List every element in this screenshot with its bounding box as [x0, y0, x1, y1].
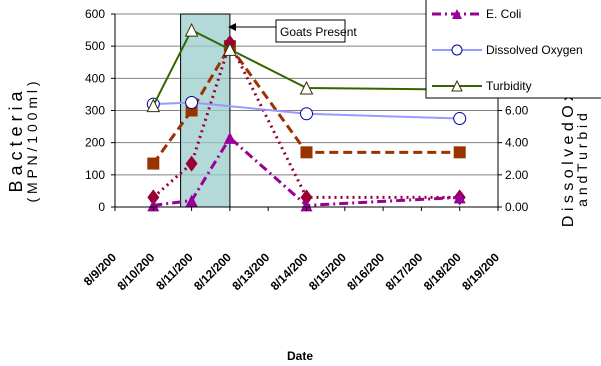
legend-entry: Dissolved Oxygen	[432, 43, 583, 57]
y-left-tick-label: 100	[85, 168, 105, 182]
x-tick-label: 8/11/200	[153, 250, 196, 293]
data-point-triangle-open	[299, 80, 314, 95]
data-point-triangle	[223, 131, 236, 144]
data-point-triangle-open	[451, 79, 463, 92]
data-point-square	[453, 146, 466, 159]
x-tick-label: 8/9/200	[81, 250, 119, 288]
y-axis-left-title: B a c t e r i a ( M P N / 1 0 0 m l )	[6, 81, 40, 202]
legend: E. Coli Dissolved Oxygen Turbidity	[425, 0, 601, 99]
data-point-circle	[453, 112, 467, 126]
y-axis-left-title-line2: ( M P N / 1 0 0 m l )	[24, 81, 40, 202]
y-left-tick-label: 0	[98, 200, 105, 214]
data-point-triangle	[185, 194, 198, 207]
y-right-tick-label: 6.00	[505, 104, 529, 118]
y-axis-left-title-line1: B a c t e r i a	[6, 90, 26, 192]
legend-entry: Turbidity	[432, 79, 532, 93]
annotation: Goats Present	[228, 19, 357, 43]
y-right-tick-label: 4.00	[505, 136, 529, 150]
y-axis-right-title-line1: D i s s o l v e d O x	[560, 93, 577, 227]
data-point-triangle-open	[146, 98, 161, 113]
x-tick-label: 8/16/200	[344, 250, 387, 293]
right-tick-labels: 0.00 2.00 4.00 6.00	[498, 104, 529, 214]
legend-label: E. Coli	[486, 7, 521, 21]
y-left-tick-label: 200	[85, 136, 105, 150]
y-right-tick-label: 2.00	[505, 168, 529, 182]
x-tick-label: 8/15/200	[306, 250, 349, 293]
y-right-tick-label: 0.00	[505, 200, 529, 214]
data-point-triangle	[147, 199, 160, 212]
annotation-label: Goats Present	[280, 25, 357, 39]
data-point-circle	[300, 107, 313, 121]
y-left-tick-label: 500	[85, 39, 105, 53]
data-point-triangle-open	[223, 42, 237, 56]
y-left-tick-label: 300	[85, 104, 105, 118]
data-point-square	[147, 157, 160, 170]
data-point-triangle	[300, 199, 313, 212]
x-tick-label: 8/12/200	[191, 250, 234, 293]
x-tick-label: 8/14/200	[268, 250, 311, 293]
annotation-box	[275, 19, 346, 43]
series-line	[153, 101, 460, 120]
y-axis-right-title-line2: a n d T u r b i d	[574, 113, 590, 207]
data-point-circle	[185, 95, 199, 109]
x-tick-label: 8/19/200	[459, 250, 502, 293]
gridlines	[115, 13, 498, 208]
series-line	[153, 135, 460, 207]
y-left-tick-label: 600	[85, 7, 105, 21]
legend-entry: E. Coli	[432, 7, 521, 21]
y-left-tick-label: 400	[85, 71, 105, 85]
x-tick-label: 8/10/200	[114, 250, 157, 293]
legend-label: Turbidity	[486, 79, 532, 93]
data-point-triangle-open	[184, 22, 199, 37]
data-point-square	[300, 146, 313, 159]
legend-label: Dissolved Oxygen	[486, 43, 583, 57]
data-point-diamond	[147, 189, 160, 206]
x-tick-labels: 8/9/2008/10/2008/11/2008/12/2008/13/2008…	[81, 250, 502, 293]
data-point-circle	[451, 44, 463, 56]
legend-items: E. Coli Dissolved Oxygen Turbidity	[432, 7, 583, 93]
series-layer	[146, 22, 467, 212]
series-2	[147, 131, 466, 212]
data-point-triangle	[453, 191, 466, 204]
x-tick-label: 8/17/200	[383, 250, 426, 293]
x-tick-label: 8/13/200	[229, 250, 272, 293]
x-axis-title: Date	[287, 349, 313, 363]
data-point-triangle	[452, 9, 462, 19]
left-tick-labels: 0 100 200 300 400 500 600	[85, 7, 115, 214]
data-point-diamond	[185, 155, 198, 172]
annotation-arrow-head	[228, 23, 236, 31]
x-tick-label: 8/18/200	[421, 250, 464, 293]
y-axis-right-title: D i s s o l v e d O x a n d T u r b i d	[560, 93, 590, 227]
